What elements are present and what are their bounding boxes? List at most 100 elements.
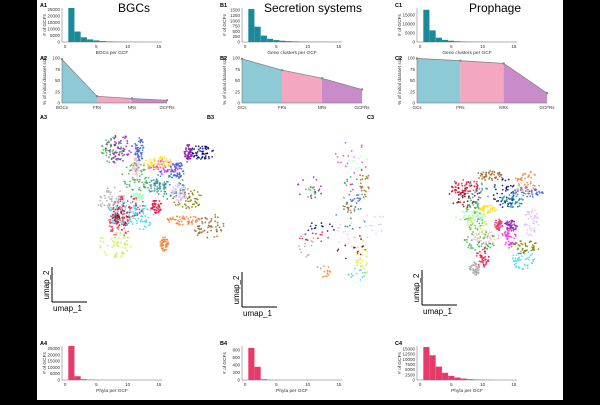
umap-point bbox=[327, 237, 329, 239]
umap-point bbox=[483, 260, 485, 262]
umap-point bbox=[175, 196, 177, 198]
umap-point bbox=[122, 150, 124, 152]
umap-point bbox=[207, 147, 209, 149]
umap-point bbox=[152, 200, 154, 202]
umap-layer: A3umap_1umap_2B3umap_1umap_2C3umap_1umap… bbox=[40, 115, 544, 318]
umap-point bbox=[338, 241, 340, 243]
x-tick-label: 15 bbox=[336, 44, 342, 49]
umap-point bbox=[361, 162, 363, 164]
umap-point bbox=[367, 236, 369, 238]
umap-point bbox=[104, 197, 106, 199]
umap-point bbox=[535, 193, 537, 195]
umap-point bbox=[519, 240, 521, 242]
umap-point bbox=[143, 185, 145, 187]
x-category-label: GCs bbox=[413, 105, 423, 110]
umap-point bbox=[302, 179, 304, 181]
umap-point bbox=[467, 204, 469, 206]
umap-point bbox=[216, 229, 218, 231]
umap-point bbox=[139, 205, 141, 207]
umap-point bbox=[178, 184, 180, 186]
umap-point bbox=[122, 210, 124, 212]
umap-point bbox=[195, 216, 197, 218]
umap-point bbox=[140, 145, 142, 147]
x-tick-label: 15 bbox=[156, 382, 162, 387]
umap-point bbox=[321, 222, 323, 224]
umap-point bbox=[114, 144, 116, 146]
umap-point bbox=[105, 148, 107, 150]
umap-point bbox=[472, 247, 474, 249]
umap-point bbox=[521, 249, 523, 251]
umap-point bbox=[512, 191, 514, 193]
umap-point bbox=[517, 201, 519, 203]
umap-point bbox=[123, 195, 125, 197]
umap-point bbox=[308, 254, 310, 256]
umap-point bbox=[124, 201, 126, 203]
umap-point bbox=[361, 146, 363, 148]
umap-point bbox=[132, 223, 134, 225]
y-tick-label: 200 bbox=[232, 370, 240, 375]
bar bbox=[448, 376, 454, 380]
umap-point bbox=[202, 156, 204, 158]
umap-point bbox=[511, 246, 513, 248]
umap-point bbox=[301, 238, 303, 240]
umap-point bbox=[123, 212, 125, 214]
umap-point bbox=[187, 218, 189, 220]
umap-point bbox=[470, 244, 472, 246]
umap-point bbox=[538, 248, 540, 250]
umap-point bbox=[158, 193, 160, 195]
umap-point bbox=[179, 203, 181, 205]
umap-point bbox=[120, 241, 122, 243]
umap-point bbox=[156, 186, 158, 188]
umap-point bbox=[165, 239, 167, 241]
umap-point bbox=[484, 221, 486, 223]
umap-point bbox=[210, 230, 212, 232]
umap-point bbox=[512, 257, 514, 259]
umap-point bbox=[191, 147, 193, 149]
umap-point bbox=[366, 176, 368, 178]
umap-point bbox=[187, 153, 189, 155]
umap-point bbox=[179, 173, 181, 175]
umap-point bbox=[167, 169, 169, 171]
umap-point bbox=[350, 168, 352, 170]
umap-point bbox=[480, 217, 482, 219]
umap-point bbox=[534, 231, 536, 233]
umap-point bbox=[140, 164, 142, 166]
umap-point bbox=[515, 201, 517, 203]
umap-point bbox=[368, 187, 370, 189]
umap-point bbox=[357, 200, 359, 202]
umap-point bbox=[484, 251, 486, 253]
umap-point bbox=[122, 136, 124, 138]
umap-point bbox=[118, 158, 120, 160]
umap-point bbox=[525, 193, 527, 195]
umap-point bbox=[159, 200, 161, 202]
x-axis-title: Gene clusters per GCF bbox=[267, 50, 316, 56]
umap-point bbox=[119, 200, 121, 202]
umap-point bbox=[110, 145, 112, 147]
umap-point bbox=[105, 254, 107, 256]
umap-point bbox=[462, 195, 464, 197]
x-axis-title: Phyla per GCF bbox=[96, 388, 128, 394]
bar bbox=[461, 379, 467, 380]
umap-point bbox=[472, 204, 474, 206]
umap-point bbox=[489, 236, 491, 238]
umap-point bbox=[135, 144, 137, 146]
umap-point bbox=[311, 245, 313, 247]
umap-point bbox=[126, 186, 128, 188]
umap-point bbox=[350, 276, 352, 278]
umap-point bbox=[138, 137, 140, 139]
umap-point bbox=[138, 159, 140, 161]
umap-point bbox=[514, 257, 516, 259]
umap-point bbox=[526, 182, 528, 184]
umap-point bbox=[137, 147, 139, 149]
umap-point bbox=[166, 193, 168, 195]
umap-point bbox=[524, 178, 526, 180]
umap-point bbox=[514, 264, 516, 266]
umap-point bbox=[145, 226, 147, 228]
umap-point bbox=[169, 184, 171, 186]
umap-point bbox=[476, 255, 478, 257]
umap-point bbox=[354, 247, 356, 249]
umap-point bbox=[499, 197, 501, 199]
umap-point bbox=[195, 220, 197, 222]
umap-point bbox=[501, 225, 503, 227]
